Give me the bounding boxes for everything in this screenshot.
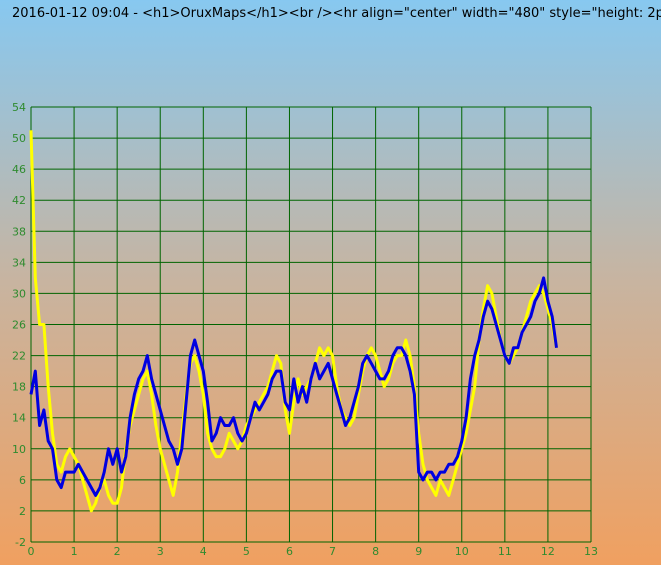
chart-title: 2016-01-12 09:04 - <h1>OruxMaps</h1><br … [12,6,661,21]
y-tick-label: 6 [19,474,26,487]
x-tick-label: 4 [200,545,207,558]
y-tick-label: 2 [19,505,26,518]
x-tick-label: 5 [243,545,250,558]
x-tick-label: 6 [286,545,293,558]
x-tick-label: 11 [498,545,512,558]
y-tick-label: 50 [12,132,26,145]
y-tick-label: 54 [12,101,26,114]
y-tick-label: 46 [12,163,26,176]
x-tick-label: 8 [372,545,379,558]
x-tick-label: 7 [329,545,336,558]
line-series [29,130,558,513]
x-tick-label: 12 [541,545,555,558]
y-tick-label: 34 [12,256,26,269]
y-tick-label: 14 [12,412,26,425]
y-tick-label: 26 [12,319,26,332]
y-tick-label: 38 [12,225,26,238]
x-tick-label: 13 [584,545,598,558]
line-series [29,276,558,497]
y-tick-label: -2 [15,536,26,549]
y-tick-label: 10 [12,443,26,456]
x-tick-label: 1 [71,545,78,558]
x-tick-label: 3 [157,545,164,558]
x-tick-label: 2 [114,545,121,558]
x-tick-label: 0 [28,545,35,558]
y-tick-label: 18 [12,381,26,394]
y-tick-label: 22 [12,350,26,363]
x-tick-label: 9 [415,545,422,558]
x-tick-label: 10 [455,545,469,558]
y-tick-label: 42 [12,194,26,207]
y-tick-label: 30 [12,287,26,300]
